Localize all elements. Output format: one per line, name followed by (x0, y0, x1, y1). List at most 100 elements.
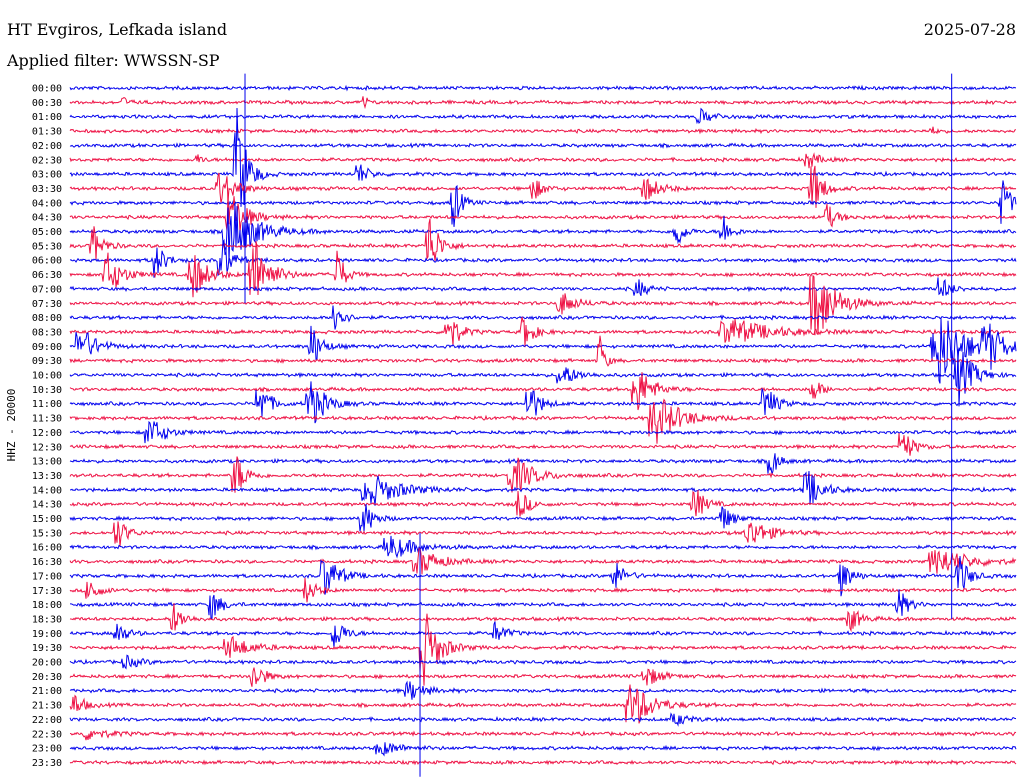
tick-label-2300: 23:00 (32, 744, 62, 755)
tick-label-2100: 21:00 (32, 686, 62, 697)
time-axis: 00:00 00:30 01:00 01:30 02:00 02:30 03:00 03:30… (32, 84, 62, 769)
tick-label-0700: 07:00 (32, 284, 62, 295)
tick-label-0500: 05:00 (32, 227, 62, 238)
tick-label-2330: 23:30 (32, 758, 62, 769)
trace-1630 (69, 546, 1017, 575)
trace-2230 (69, 729, 1017, 741)
date-label: 2025-07-28 (923, 20, 1016, 39)
trace-0900 (69, 317, 1017, 384)
trace-0100 (69, 107, 1017, 125)
trace-0130 (69, 126, 1017, 135)
tick-label-1630: 16:30 (32, 557, 62, 568)
trace-0430 (69, 193, 1017, 233)
trace-0000 (69, 84, 1017, 92)
trace-0730 (69, 274, 1017, 336)
trace-1330 (69, 456, 1017, 493)
tick-label-2130: 21:30 (32, 701, 62, 712)
trace-1430 (69, 489, 1017, 517)
tick-label-0330: 03:30 (32, 184, 62, 195)
trace-2330 (69, 759, 1017, 766)
tick-label-0300: 03:00 (32, 170, 62, 181)
trace-1500 (69, 503, 1017, 532)
tick-label-0600: 06:00 (32, 256, 62, 267)
tick-label-0130: 01:30 (32, 127, 62, 138)
tick-label-0830: 08:30 (32, 327, 62, 338)
trace-0500 (69, 202, 1017, 264)
trace-0330 (69, 165, 1017, 208)
tick-label-1330: 13:30 (32, 471, 62, 482)
tick-label-1900: 19:00 (32, 629, 62, 640)
trace-2200 (69, 712, 1017, 727)
tick-label-0000: 00:00 (32, 84, 62, 95)
trace-1600 (69, 535, 1017, 559)
tick-label-1030: 10:30 (32, 385, 62, 396)
tick-label-1230: 12:30 (32, 442, 62, 453)
trace-2130 (69, 684, 1017, 724)
tick-label-0030: 00:30 (32, 98, 62, 109)
tick-label-1730: 17:30 (32, 586, 62, 597)
tick-label-0100: 01:00 (32, 112, 62, 123)
trace-0700 (69, 277, 1017, 297)
trace-0300 (69, 107, 1017, 207)
tick-label-1100: 11:00 (32, 399, 62, 410)
trace-1230 (69, 433, 1017, 456)
spike-layer (244, 73, 953, 777)
y-axis-label: HHZ - 20000 (5, 389, 18, 462)
tick-label-1130: 11:30 (32, 414, 62, 425)
trace-1130 (69, 398, 1017, 444)
trace-1530 (69, 521, 1017, 547)
tick-label-0530: 05:30 (32, 241, 62, 252)
tick-label-0800: 08:00 (32, 313, 62, 324)
trace-2300 (69, 742, 1017, 757)
trace-layer (69, 84, 1017, 766)
trace-2100 (69, 680, 1017, 700)
filter-label: Applied filter: WWSSN-SP (7, 51, 220, 70)
trace-1400 (70, 471, 1017, 506)
trace-1800 (70, 589, 1017, 620)
trace-1730 (69, 577, 1017, 603)
tick-label-1000: 10:00 (32, 371, 62, 382)
trace-0530 (69, 218, 1017, 261)
trace-1700 (69, 556, 1017, 597)
tick-label-1200: 12:00 (32, 428, 62, 439)
tick-label-1400: 14:00 (32, 485, 62, 496)
trace-1900 (69, 621, 1017, 648)
trace-0800 (69, 305, 1017, 330)
tick-label-1930: 19:30 (32, 643, 62, 654)
trace-1100 (69, 381, 1017, 424)
tick-label-0200: 02:00 (32, 141, 62, 152)
tick-label-1700: 17:00 (32, 571, 62, 582)
tick-label-2230: 22:30 (32, 729, 62, 740)
tick-label-1530: 15:30 (32, 528, 62, 539)
trace-0230 (69, 152, 1017, 169)
trace-0200 (69, 142, 1017, 149)
tick-label-2000: 20:00 (32, 658, 62, 669)
tick-label-0930: 09:30 (32, 356, 62, 367)
tick-label-0900: 09:00 (32, 342, 62, 353)
tick-label-1600: 16:00 (32, 543, 62, 554)
trace-1830 (69, 603, 1017, 633)
trace-1030 (69, 372, 1017, 411)
tick-label-0430: 04:30 (32, 213, 62, 224)
tick-label-2030: 20:30 (32, 672, 62, 683)
tick-label-0400: 04:00 (32, 198, 62, 209)
trace-1200 (69, 420, 1017, 444)
tick-label-0630: 06:30 (32, 270, 62, 281)
trace-1000 (69, 349, 1017, 407)
trace-0930 (69, 335, 1017, 367)
trace-1300 (69, 453, 1017, 475)
tick-label-2200: 22:00 (32, 715, 62, 726)
tick-label-0730: 07:30 (32, 299, 62, 310)
trace-1930 (69, 613, 1017, 686)
trace-0600 (69, 240, 1017, 278)
trace-2000 (69, 654, 1017, 670)
tick-label-0230: 02:30 (32, 155, 62, 166)
trace-0030 (69, 96, 1017, 110)
tick-label-1430: 14:30 (32, 500, 62, 511)
trace-0630 (69, 241, 1017, 298)
tick-label-1300: 13:00 (32, 457, 62, 468)
trace-2030 (69, 667, 1017, 687)
trace-0830 (69, 316, 1017, 348)
tick-label-1830: 18:30 (32, 614, 62, 625)
